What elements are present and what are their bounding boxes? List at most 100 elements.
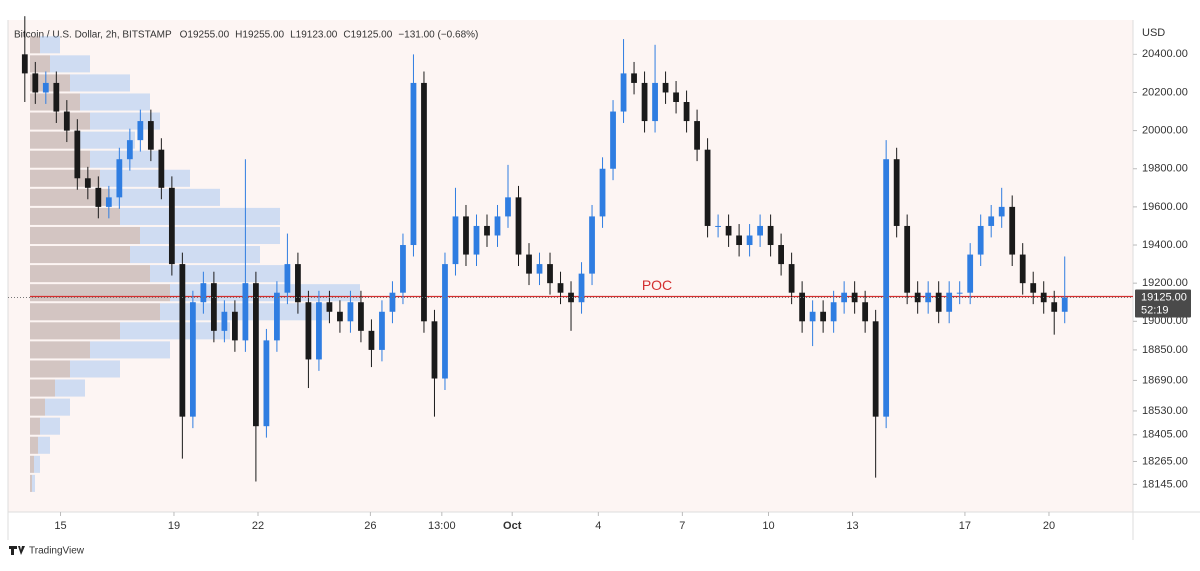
x-tick-label: 19	[168, 520, 180, 532]
candle-body	[704, 149, 711, 226]
candle-body	[746, 235, 753, 246]
ohlc-value: −131.00 (−0.68%)	[398, 30, 478, 41]
candle-body	[1019, 254, 1026, 284]
profile-down	[30, 265, 150, 283]
candle-body	[641, 82, 648, 122]
profile-up	[100, 169, 190, 187]
profile-up	[75, 131, 135, 149]
profile-down	[30, 284, 170, 302]
profile-up	[130, 246, 260, 264]
candle-body	[967, 254, 974, 293]
candle-body	[263, 340, 270, 427]
y-tick-label: 20200.00	[1142, 86, 1188, 98]
watermark: TradingView	[9, 546, 85, 557]
candle-body	[84, 178, 91, 188]
candle-body	[337, 311, 343, 322]
candle-body	[662, 82, 669, 93]
candle-body	[620, 73, 627, 112]
candle-body	[893, 159, 900, 226]
ohlc-value: O19255.00	[180, 30, 230, 41]
poc-label: POC	[642, 277, 672, 293]
candle-body	[925, 292, 932, 303]
candle-body	[956, 292, 963, 294]
candle-body	[473, 225, 480, 255]
candle-body	[389, 292, 396, 312]
candle-body	[883, 159, 890, 417]
ohlc-value: H19255.00	[235, 30, 284, 41]
last-price-label: 19125.00	[1141, 291, 1187, 303]
brand: TradingView	[29, 546, 85, 557]
x-tick-label: 20	[1043, 520, 1055, 532]
profile-down	[30, 36, 40, 54]
candle-body	[232, 311, 238, 341]
candle-body	[95, 187, 102, 207]
candle-body	[484, 225, 490, 236]
chart-pane	[8, 20, 1133, 512]
candle-body	[578, 273, 585, 303]
y-tick-label: 19000.00	[1142, 315, 1188, 327]
x-tick-label: 17	[959, 520, 971, 532]
symbol-title: Bitcoin / U.S. Dollar, 2h, BITSTAMP	[14, 30, 172, 41]
y-tick-label: 18530.00	[1142, 405, 1188, 417]
candle-body	[452, 216, 459, 265]
profile-up	[40, 417, 60, 435]
last-price-box	[1135, 289, 1191, 318]
candle-body	[1051, 302, 1058, 312]
y-tick-label: 18850.00	[1142, 344, 1188, 356]
profile-up	[110, 188, 220, 206]
profile-up	[90, 150, 160, 168]
candle-body	[42, 82, 49, 93]
ohlc-value: L19123.00	[290, 30, 338, 41]
candle-body	[946, 292, 953, 312]
candle-body	[179, 264, 186, 417]
x-tick-label: Oct	[503, 520, 522, 532]
x-tick-label: 22	[252, 520, 264, 532]
candle-body	[547, 264, 553, 284]
candle-body	[673, 92, 679, 102]
profile-down	[30, 55, 50, 73]
y-tick-label: 18690.00	[1142, 374, 1188, 386]
profile-down	[30, 112, 90, 130]
ohlc-value: C19125.00	[343, 30, 392, 41]
candle-body	[253, 283, 259, 427]
candle-body	[410, 82, 417, 246]
candle-body	[316, 302, 322, 360]
candle-body	[725, 225, 732, 236]
candle-body	[841, 292, 848, 303]
profile-up	[150, 265, 290, 283]
profile-down	[30, 150, 90, 168]
candle-body	[778, 245, 784, 265]
profile-down	[30, 188, 110, 206]
candle-body	[274, 292, 280, 341]
profile-up	[90, 341, 170, 359]
candle-body	[862, 302, 869, 322]
y-tick-label: 18405.00	[1142, 429, 1188, 441]
candle-body	[442, 264, 448, 379]
candle-body	[505, 197, 511, 217]
profile-down	[30, 379, 55, 397]
profile-down	[30, 303, 160, 321]
candle-body	[105, 197, 112, 207]
candle-body	[736, 235, 742, 246]
candle-body	[284, 264, 291, 293]
candle-body	[32, 73, 39, 93]
profile-up	[80, 93, 150, 111]
candle-body	[326, 302, 333, 312]
profile-down	[30, 207, 120, 225]
axis-unit: USD	[1142, 27, 1165, 39]
candle-body	[137, 121, 144, 141]
candle-body	[1009, 206, 1016, 255]
logo	[9, 546, 25, 555]
candle-body	[463, 216, 469, 255]
y-tick-label: 19400.00	[1142, 239, 1188, 251]
candle-body	[988, 216, 995, 226]
profile-up	[45, 398, 70, 416]
candle-body	[809, 311, 816, 322]
profile-down	[30, 417, 40, 435]
y-tick-label: 19800.00	[1142, 163, 1188, 175]
profile-up	[120, 322, 230, 340]
candle-body	[872, 321, 879, 417]
x-tick-label: 15	[54, 520, 66, 532]
candle-body	[694, 121, 700, 150]
